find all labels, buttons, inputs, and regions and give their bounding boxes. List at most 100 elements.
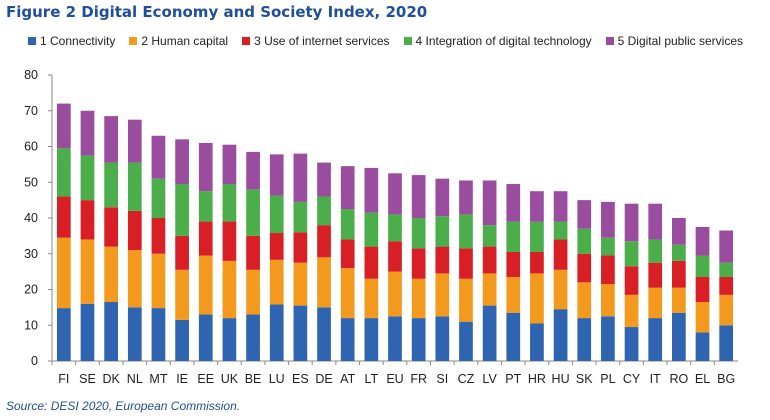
x-tick-label: DK	[102, 372, 120, 386]
bar-segment	[672, 244, 686, 261]
bar-segment	[222, 221, 237, 261]
x-tick-label: ES	[292, 372, 309, 386]
bar-segment	[222, 260, 237, 319]
bar-segment	[435, 246, 450, 274]
bar-segment	[80, 110, 95, 156]
bar-segment	[340, 239, 355, 269]
bar-segment	[648, 239, 663, 263]
bar-segment	[577, 228, 592, 254]
bar-segment	[601, 316, 615, 361]
y-tick-label: 70	[24, 104, 38, 118]
bar-segment	[530, 273, 544, 324]
y-tick-label: 20	[24, 283, 38, 297]
bar-segment	[104, 302, 118, 361]
bar-segment	[553, 309, 568, 361]
bar-segment	[269, 154, 284, 196]
x-tick-label: LU	[269, 372, 285, 386]
bar-segment	[317, 196, 331, 226]
bar-segment	[293, 201, 308, 233]
bar-segment	[435, 216, 450, 247]
bar-segment	[246, 151, 260, 190]
bar-segment	[293, 232, 308, 263]
legend-swatch	[28, 37, 36, 45]
bar-segment	[246, 235, 260, 270]
x-tick-label: BE	[245, 372, 262, 386]
bar-segment	[648, 262, 663, 288]
x-tick-label: LV	[482, 372, 497, 386]
bar-segment	[293, 262, 308, 306]
bar-segment	[222, 318, 237, 361]
bar-segment	[459, 214, 473, 249]
bar-segment	[269, 195, 284, 234]
bar-segment	[364, 278, 379, 319]
bar-segment	[127, 307, 142, 361]
bar-segment	[624, 266, 639, 295]
bar-segment	[648, 318, 663, 361]
bar-segment	[530, 191, 544, 222]
bar-segment	[198, 255, 213, 315]
bar-segment	[56, 308, 71, 361]
bar-segment	[530, 251, 544, 274]
bar-segment	[127, 162, 142, 211]
x-tick-label: FR	[410, 372, 427, 386]
chart-legend: 1 Connectivity 2 Human capital 3 Use of in…	[28, 34, 743, 48]
bar-segment	[459, 321, 473, 361]
bar-segment	[695, 255, 710, 277]
bar-segment	[56, 148, 71, 197]
x-tick-label: SI	[436, 372, 448, 386]
bar-segment	[577, 200, 592, 229]
x-tick-label: RO	[669, 372, 688, 386]
bar-segment	[198, 142, 213, 192]
bar-segment	[482, 273, 497, 306]
bar-segment	[364, 167, 379, 213]
x-tick-label: DE	[315, 372, 332, 386]
bar-segment	[246, 269, 260, 315]
bar-segment	[601, 237, 615, 256]
x-tick-label: EL	[695, 372, 710, 386]
x-tick-label: EU	[386, 372, 403, 386]
bar-segment	[506, 276, 521, 313]
y-tick-label: 0	[31, 354, 38, 368]
bar-segment	[340, 268, 355, 319]
bar-segment	[317, 225, 331, 258]
bar-segment	[695, 302, 710, 333]
bar-segment	[553, 191, 568, 222]
bar-segment	[151, 218, 166, 254]
x-tick-label: IE	[176, 372, 188, 386]
bar-segment	[56, 196, 71, 238]
bar-segment	[388, 241, 402, 272]
bar-segment	[648, 203, 663, 240]
bar-segment	[175, 184, 189, 236]
bar-segment	[530, 323, 544, 361]
bar-segment	[80, 155, 95, 201]
bar-segment	[577, 282, 592, 319]
bar-segment	[459, 248, 473, 279]
legend-label: 5 Digital public services	[617, 34, 744, 48]
legend-item: 5 Digital public services	[605, 34, 744, 48]
bar-segment	[695, 226, 710, 256]
bar-segment	[482, 246, 497, 274]
bar-segment	[340, 318, 355, 361]
bar-segment	[624, 241, 639, 267]
bar-segment	[411, 278, 426, 319]
bar-segment	[506, 251, 521, 277]
y-tick-label: 30	[24, 247, 38, 261]
x-tick-label: LT	[365, 372, 379, 386]
x-tick-label: CY	[623, 372, 641, 386]
x-tick-label: PT	[505, 372, 521, 386]
bar-segment	[340, 166, 355, 210]
legend-label: 1 Connectivity	[40, 34, 116, 48]
bar-segment	[624, 203, 639, 242]
x-tick-label: BG	[717, 372, 735, 386]
x-tick-label: SE	[79, 372, 96, 386]
legend-swatch	[403, 37, 412, 45]
bar-segment	[719, 294, 734, 326]
bar-segment	[388, 271, 402, 317]
bar-segment	[672, 287, 686, 313]
bar-segment	[151, 178, 166, 218]
bar-segment	[127, 250, 142, 308]
bar-segment	[459, 278, 473, 322]
bar-segment	[672, 312, 686, 361]
bar-segment	[198, 191, 213, 222]
